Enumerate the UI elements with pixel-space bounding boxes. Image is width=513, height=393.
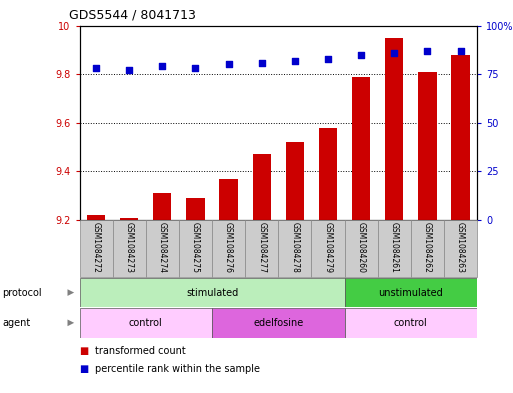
Bar	[113, 220, 146, 277]
Text: GSM1084273: GSM1084273	[125, 222, 134, 273]
Text: control: control	[129, 318, 163, 328]
Point	[357, 51, 365, 58]
Text: stimulated: stimulated	[186, 288, 238, 298]
Bar	[378, 220, 411, 277]
Point	[291, 57, 299, 64]
Point	[125, 67, 133, 73]
Text: GSM1084278: GSM1084278	[290, 222, 300, 273]
Text: transformed count: transformed count	[95, 346, 186, 356]
Text: GSM1084272: GSM1084272	[92, 222, 101, 273]
Bar	[278, 220, 311, 277]
Text: GSM1084262: GSM1084262	[423, 222, 432, 273]
Point	[92, 65, 100, 72]
Bar	[186, 198, 205, 220]
Point	[158, 63, 166, 70]
Text: GSM1084277: GSM1084277	[257, 222, 266, 273]
Bar	[120, 218, 139, 220]
Bar	[444, 220, 477, 277]
Bar	[146, 220, 179, 277]
Bar	[212, 308, 345, 338]
Point	[457, 48, 465, 54]
Bar	[153, 193, 171, 220]
Bar	[252, 154, 271, 220]
Bar	[245, 220, 278, 277]
Bar	[87, 215, 105, 220]
Bar	[418, 72, 437, 220]
Bar	[80, 220, 113, 277]
Point	[324, 55, 332, 62]
Bar	[352, 77, 370, 220]
Point	[191, 65, 200, 72]
Text: control: control	[394, 318, 428, 328]
Bar	[212, 220, 245, 277]
Text: protocol: protocol	[3, 288, 42, 298]
Point	[225, 61, 233, 68]
Text: GSM1084261: GSM1084261	[390, 222, 399, 273]
Text: ■: ■	[80, 364, 89, 374]
Bar	[345, 278, 477, 307]
Bar	[80, 308, 212, 338]
Text: GSM1084275: GSM1084275	[191, 222, 200, 273]
Bar	[345, 308, 477, 338]
Point	[258, 59, 266, 66]
Bar	[286, 142, 304, 220]
Bar	[345, 220, 378, 277]
Text: agent: agent	[3, 318, 31, 328]
Text: GSM1084279: GSM1084279	[324, 222, 332, 273]
Text: ■: ■	[80, 346, 89, 356]
Text: GSM1084263: GSM1084263	[456, 222, 465, 273]
Text: GSM1084260: GSM1084260	[357, 222, 366, 273]
Bar	[179, 220, 212, 277]
Bar	[220, 179, 238, 220]
Bar	[80, 278, 345, 307]
Text: edelfosine: edelfosine	[253, 318, 303, 328]
Bar	[451, 55, 469, 220]
Bar	[411, 220, 444, 277]
Bar	[319, 128, 337, 220]
Text: unstimulated: unstimulated	[379, 288, 443, 298]
Point	[423, 48, 431, 54]
Text: GSM1084274: GSM1084274	[158, 222, 167, 273]
Point	[390, 50, 399, 56]
Text: percentile rank within the sample: percentile rank within the sample	[95, 364, 260, 374]
Bar	[385, 38, 403, 220]
Text: GSM1084276: GSM1084276	[224, 222, 233, 273]
Bar	[311, 220, 345, 277]
Text: GDS5544 / 8041713: GDS5544 / 8041713	[69, 9, 196, 22]
